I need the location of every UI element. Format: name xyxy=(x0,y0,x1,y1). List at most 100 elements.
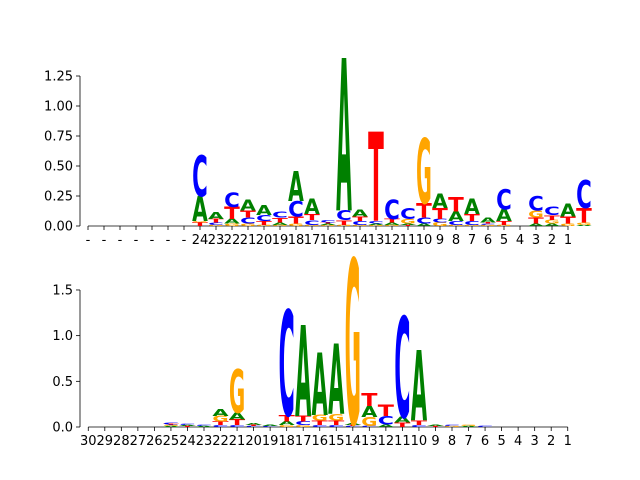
logo-letter-T: T xyxy=(416,200,432,223)
x-tick-label: 15 xyxy=(328,434,345,449)
x-tick-label: 4 xyxy=(516,233,524,248)
logo-letter-C: C xyxy=(320,219,336,223)
x-tick-label: 6 xyxy=(481,434,489,449)
logo-letter-A: A xyxy=(256,204,273,219)
logo-letter-A: A xyxy=(312,335,328,435)
logo-letter-C: C xyxy=(432,218,448,224)
x-tick-label: 8 xyxy=(452,233,460,248)
logo-letter-C: C xyxy=(336,209,352,224)
logo-letter-T: T xyxy=(240,209,256,220)
logo-letter-C: C xyxy=(384,195,400,226)
logo-letter-T: T xyxy=(361,390,378,410)
logo-letter-C: C xyxy=(477,426,493,428)
logo-letter-T: T xyxy=(528,216,544,226)
logo-letter-T: T xyxy=(256,220,273,226)
logo-letter-C: C xyxy=(328,425,344,428)
logo-letter-C: C xyxy=(345,426,361,428)
x-tick-label: 30 xyxy=(80,434,97,449)
y-tick-label: 0.0 xyxy=(52,421,73,436)
logo-letter-A: A xyxy=(576,225,593,227)
logo-letter-A: A xyxy=(400,223,417,225)
logo-letter-C: C xyxy=(256,214,272,224)
logo-letter-C: C xyxy=(208,222,224,226)
logo-letter-T: T xyxy=(224,203,240,223)
logo-letter-C: C xyxy=(262,426,278,428)
logo-letter-G: G xyxy=(279,425,295,428)
logo-letter-G: G xyxy=(560,223,576,227)
logo-letter-T: T xyxy=(246,425,263,426)
logo-letter-T: T xyxy=(394,422,410,429)
x-tick-label: 6 xyxy=(484,233,492,248)
logo-letter-G: G xyxy=(448,225,464,227)
logo-letter-C: C xyxy=(212,425,228,428)
logo-letter-A: A xyxy=(279,421,296,427)
x-tick-label: 18 xyxy=(278,434,295,449)
logo-letter-A: A xyxy=(496,207,512,226)
x-tick-label: 13 xyxy=(368,233,385,248)
logo-letter-G: G xyxy=(320,225,336,227)
x-tick-label: 10 xyxy=(416,233,433,248)
logo-letter-A: A xyxy=(240,198,256,215)
logo-letter-A: A xyxy=(179,425,196,426)
x-tick-label: 16 xyxy=(311,434,328,449)
logo-letter-T: T xyxy=(432,205,449,223)
x-tick-label: 15 xyxy=(336,233,353,248)
top-logo-panel: 0.000.250.500.751.001.25- - - - - - -24 23 22 21 2… xyxy=(44,18,593,262)
logo-letter-T: T xyxy=(378,401,394,420)
x-tick-label: 23 xyxy=(208,233,225,248)
logo-letter-G: G xyxy=(328,413,344,423)
logo-letter-T: T xyxy=(208,218,225,224)
logo-letter-T: T xyxy=(304,213,320,223)
logo-letter-G: G xyxy=(288,223,304,227)
logo-letter-C: C xyxy=(229,425,245,428)
logo-letter-C: C xyxy=(378,415,394,428)
logo-letter-C: C xyxy=(179,424,195,426)
logo-letter-G: G xyxy=(480,225,496,227)
x-tick-label: 5 xyxy=(500,233,508,248)
logo-letter-G: G xyxy=(240,223,256,227)
x-tick-label: 17 xyxy=(304,233,321,248)
logo-letter-G: G xyxy=(544,219,560,225)
y-tick-label: 0.00 xyxy=(44,220,73,235)
x-tick-label: 7 xyxy=(464,434,472,449)
x-tick-label: 24 xyxy=(179,434,196,449)
logo-letter-G: G xyxy=(496,225,512,227)
x-tick-label: 1 xyxy=(564,233,572,248)
logo-letter-G: G xyxy=(212,414,228,423)
logo-letter-A: A xyxy=(163,426,180,427)
logo-letter-A: A xyxy=(272,222,289,226)
logo-letter-C: C xyxy=(411,425,427,428)
logo-letter-C: C xyxy=(272,210,288,220)
logo-letter-T: T xyxy=(179,426,196,427)
logo-letter-T: T xyxy=(328,420,344,427)
logo-letter-T: T xyxy=(544,214,560,222)
x-tick-label: 23 xyxy=(196,434,213,449)
logo-letter-T: T xyxy=(400,224,417,226)
logo-letter-C: C xyxy=(480,223,496,225)
logo-letter-T: T xyxy=(576,205,592,228)
logo-letter-C: C xyxy=(295,420,311,426)
logo-letter-T: T xyxy=(312,420,328,427)
logo-letter-A: A xyxy=(378,423,395,428)
logo-letter-G: G xyxy=(163,425,179,426)
logo-letter-G: G xyxy=(352,225,368,227)
y-tick-label: 0.5 xyxy=(52,375,73,390)
logo-letter-G: G xyxy=(272,225,288,227)
logo-letter-C: C xyxy=(288,197,304,222)
logo-letter-C: C xyxy=(400,206,416,223)
x-tick-label: 4 xyxy=(514,434,522,449)
logo-letter-G: G xyxy=(400,218,416,225)
logo-letter-G: G xyxy=(416,122,432,226)
logo-letter-A: A xyxy=(328,326,344,438)
bottom-logo-panel: 0.00.51.01.530 29 28 27 26 25 24 23 22 21 20 19 18 17… xyxy=(52,213,572,476)
logo-letter-A: A xyxy=(394,415,411,424)
x-tick-label: 13 xyxy=(361,434,378,449)
logo-letter-G: G xyxy=(192,221,208,223)
logo-letter-A: A xyxy=(411,332,427,444)
logo-letter-T: T xyxy=(464,213,480,224)
logo-letter-C: C xyxy=(246,426,262,428)
x-tick-label: 22 xyxy=(224,233,241,248)
x-tick-label: - xyxy=(118,233,123,248)
x-tick-label: 11 xyxy=(394,434,411,449)
logo-letter-T: T xyxy=(368,109,384,251)
